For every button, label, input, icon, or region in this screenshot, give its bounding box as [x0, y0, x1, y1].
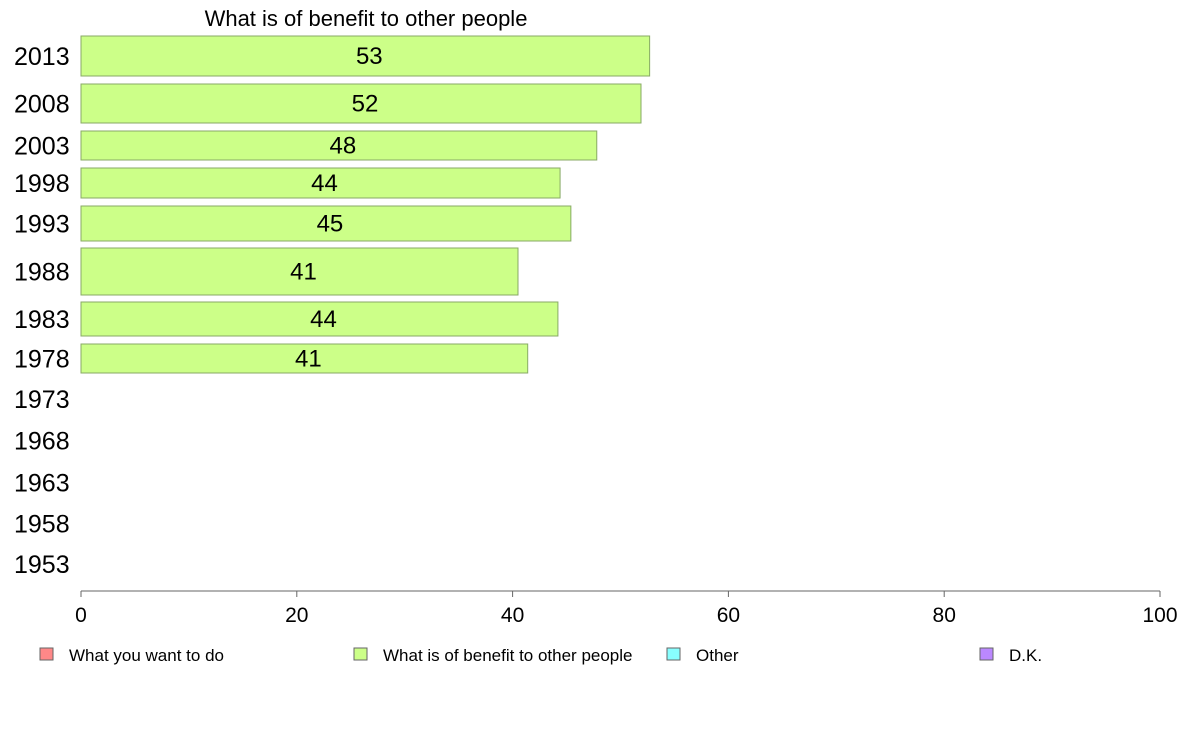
legend-label: What you want to do [69, 646, 224, 665]
legend-swatch [979, 647, 994, 661]
bar-value-label: 45 [317, 211, 344, 238]
category-label: 1993 [14, 211, 70, 239]
x-axis: 0 20 40 60 80 100 [75, 590, 1178, 627]
bar-value-label: 41 [290, 259, 317, 286]
category-label: 1953 [14, 551, 70, 579]
category-label: 1963 [14, 470, 70, 498]
bar [80, 35, 651, 77]
bar-value-label: 44 [310, 306, 337, 333]
chart-title: What is of benefit to other people [205, 6, 528, 31]
category-label: 1978 [14, 346, 70, 374]
x-tick-label: 100 [1142, 604, 1177, 627]
legend-swatch [666, 647, 681, 661]
bar [80, 301, 559, 337]
bar-value-label: 48 [330, 133, 357, 160]
x-tick-label: 80 [933, 604, 956, 627]
category-label: 2003 [14, 133, 70, 161]
category-label: 1958 [14, 511, 70, 539]
bar-value-label: 44 [311, 170, 338, 197]
bar [80, 130, 598, 161]
bar-value-label: 53 [356, 43, 383, 70]
bar [80, 83, 642, 124]
category-label: 1968 [14, 428, 70, 456]
legend-swatch [39, 647, 54, 661]
category-label: 1973 [14, 386, 70, 414]
category-label: 1998 [14, 170, 70, 198]
category-label: 2013 [14, 43, 70, 71]
bar [80, 247, 519, 296]
bar [80, 205, 572, 242]
bar-value-label: 52 [352, 91, 379, 118]
legend-label: Other [696, 646, 739, 665]
bar [80, 167, 561, 199]
category-label: 2008 [14, 91, 70, 119]
legend-swatch [353, 647, 368, 661]
bar [80, 343, 529, 374]
category-labels: 2013 2008 2003 1998 1993 1988 1983 1978 1973 1968… [14, 43, 70, 579]
legend: What you want to do What is of benefit to… [39, 646, 1042, 665]
category-label: 1988 [14, 259, 70, 287]
x-tick-label: 0 [75, 604, 87, 627]
legend-label: What is of benefit to other people [383, 646, 633, 665]
x-tick-label: 60 [717, 604, 740, 627]
x-tick-label: 40 [501, 604, 524, 627]
bar-value-label: 41 [295, 346, 322, 373]
legend-label: D.K. [1009, 646, 1042, 665]
x-tick-label: 20 [285, 604, 308, 627]
category-label: 1983 [14, 306, 70, 334]
